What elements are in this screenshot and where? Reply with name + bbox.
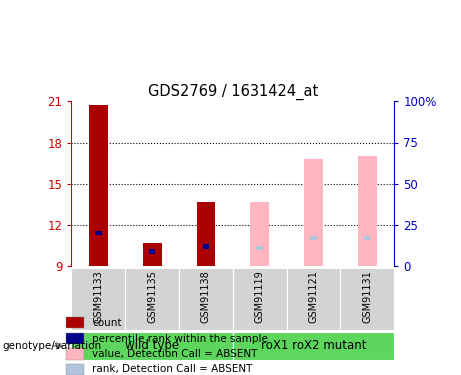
Bar	[89, 105, 108, 266]
Text: GSM91131: GSM91131	[362, 270, 372, 323]
Bar	[66, 348, 84, 360]
Bar	[287, 268, 340, 330]
Bar	[196, 202, 215, 266]
Text: percentile rank within the sample: percentile rank within the sample	[92, 334, 268, 344]
Text: rank, Detection Call = ABSENT: rank, Detection Call = ABSENT	[92, 364, 253, 374]
Bar	[95, 231, 101, 236]
Bar	[250, 202, 269, 266]
Bar	[310, 236, 317, 240]
Bar	[149, 249, 155, 254]
Bar	[125, 268, 179, 330]
Bar	[358, 156, 377, 266]
Title: GDS2769 / 1631424_at: GDS2769 / 1631424_at	[148, 84, 318, 100]
Bar	[71, 268, 125, 330]
Text: roX1 roX2 mutant: roX1 roX2 mutant	[261, 339, 366, 352]
Text: count: count	[92, 318, 122, 328]
Text: value, Detection Call = ABSENT: value, Detection Call = ABSENT	[92, 349, 258, 359]
Bar	[66, 363, 84, 375]
Bar	[256, 246, 263, 250]
Bar	[233, 268, 287, 330]
Text: genotype/variation: genotype/variation	[2, 341, 101, 351]
Bar	[66, 317, 84, 328]
Text: GSM91135: GSM91135	[147, 270, 157, 323]
Bar	[66, 333, 84, 344]
Text: GSM91133: GSM91133	[93, 270, 103, 323]
Text: GSM91121: GSM91121	[308, 270, 319, 323]
Text: GSM91119: GSM91119	[254, 270, 265, 323]
Bar	[143, 243, 161, 266]
Bar	[179, 268, 233, 330]
Bar	[304, 159, 323, 266]
Bar	[71, 332, 233, 360]
Bar	[340, 268, 394, 330]
Bar	[364, 236, 371, 240]
Bar	[233, 332, 394, 360]
Text: wild type: wild type	[125, 339, 179, 352]
Text: GSM91138: GSM91138	[201, 270, 211, 323]
Bar	[203, 244, 209, 249]
